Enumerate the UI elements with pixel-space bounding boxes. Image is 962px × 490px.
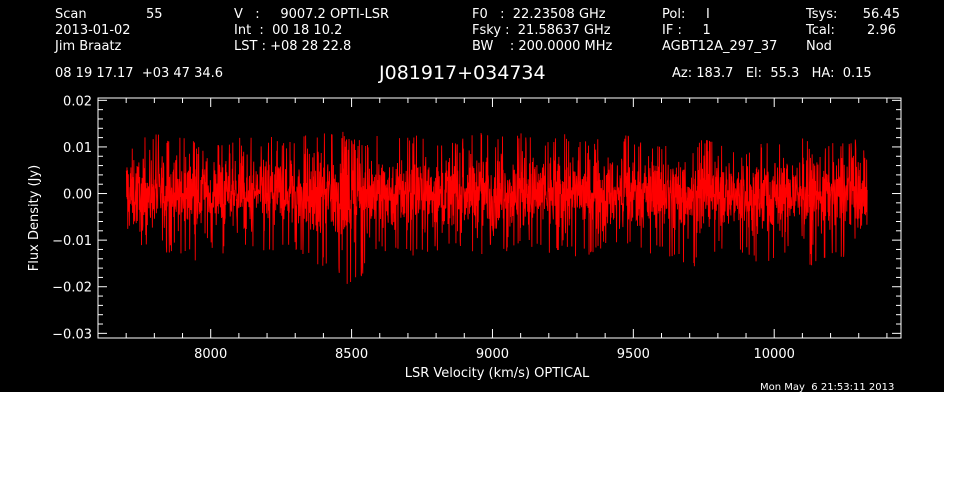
lst-line: LST : +08 28 22.8 bbox=[234, 39, 352, 54]
spectrum-trace bbox=[125, 131, 868, 284]
project-id: AGBT12A_297_37 bbox=[662, 39, 778, 54]
observing-mode: Nod bbox=[806, 39, 832, 54]
az-el-ha-line: Az: 183.7 El: 55.3 HA: 0.15 bbox=[672, 66, 872, 81]
source-name: J081917+034734 bbox=[379, 62, 546, 84]
sky-frequency-line: Fsky : 21.58637 GHz bbox=[472, 23, 611, 38]
bandwidth-line: BW : 200.0000 MHz bbox=[472, 39, 613, 54]
polarization-line: Pol: I bbox=[662, 7, 710, 22]
axis-ticks bbox=[97, 98, 901, 338]
y-axis-title: Flux Density (Jy) bbox=[27, 165, 42, 271]
scan-number: 55 bbox=[146, 7, 163, 22]
x-tick-label: 9500 bbox=[617, 347, 650, 362]
x-tick-label: 8000 bbox=[194, 347, 227, 362]
x-tick-label: 9000 bbox=[476, 347, 509, 362]
tcal-value: 2.96 bbox=[867, 23, 896, 38]
observation-date: 2013-01-02 bbox=[55, 23, 131, 38]
y-tick-label: −0.02 bbox=[52, 281, 92, 296]
y-tick-label: −0.03 bbox=[52, 327, 92, 342]
velocity-line: V : 9007.2 OPTI-LSR bbox=[234, 7, 390, 22]
plot-timestamp: Mon May 6 21:53:11 2013 bbox=[760, 382, 895, 393]
tsys-label: Tsys: bbox=[806, 7, 838, 22]
y-tick-label: 0.01 bbox=[63, 141, 92, 156]
tcal-label: Tcal: bbox=[806, 23, 835, 38]
plot-panel: Scan 55 2013-01-02 Jim Braatz V : 9007.2… bbox=[0, 0, 944, 393]
spectrum-chart: 8000 8500 9000 9500 10000 0.02 0.01 0.00 −0.01 −0… bbox=[27, 94, 902, 381]
rest-frequency-line: F0 : 22.23508 GHz bbox=[472, 7, 606, 22]
y-tick-label: 0.00 bbox=[63, 188, 92, 203]
series-layer bbox=[125, 131, 868, 284]
if-line: IF : 1 bbox=[662, 23, 711, 38]
y-tick-label: 0.02 bbox=[63, 94, 92, 109]
y-tick-label: −0.01 bbox=[52, 234, 92, 249]
x-axis-title: LSR Velocity (km/s) OPTICAL bbox=[405, 366, 590, 381]
x-tick-label: 8500 bbox=[335, 347, 368, 362]
plot-frame bbox=[97, 97, 902, 339]
integration-line: Int : 00 18 10.2 bbox=[234, 23, 343, 38]
tsys-value: 56.45 bbox=[862, 7, 900, 22]
x-tick-label: 10000 bbox=[754, 347, 795, 362]
tick-labels: 8000 8500 9000 9500 10000 0.02 0.01 0.00 −0.01 −0… bbox=[52, 94, 795, 362]
observer-name: Jim Braatz bbox=[55, 39, 122, 54]
scan-label: Scan bbox=[55, 7, 87, 22]
source-coordinates: 08 19 17.17 +03 47 34.6 bbox=[55, 66, 224, 81]
